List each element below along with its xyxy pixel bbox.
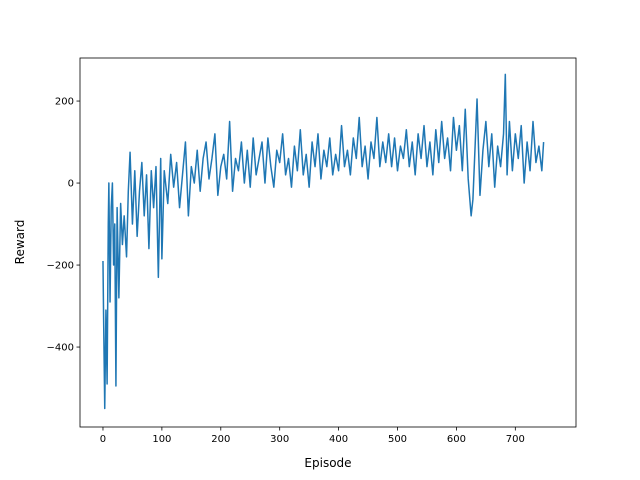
- x-tick-label: 0: [100, 434, 106, 445]
- y-tick-label: 200: [55, 97, 74, 108]
- plot-frame: [79, 57, 577, 428]
- x-tick-label: 300: [270, 434, 289, 445]
- x-tick-label: 100: [152, 434, 171, 445]
- y-axis-label: Reward: [13, 220, 27, 265]
- x-tick-label: 200: [211, 434, 230, 445]
- y-tick-label: −200: [47, 261, 74, 272]
- y-tick-label: 0: [68, 179, 74, 190]
- x-tick-label: 400: [329, 434, 348, 445]
- data-line: [102, 73, 545, 410]
- x-tick-label: 500: [388, 434, 407, 445]
- x-tick-label: 600: [447, 434, 466, 445]
- x-tick-label: 700: [506, 434, 525, 445]
- x-axis-label: Episode: [304, 456, 351, 470]
- y-tick-label: −400: [47, 343, 74, 354]
